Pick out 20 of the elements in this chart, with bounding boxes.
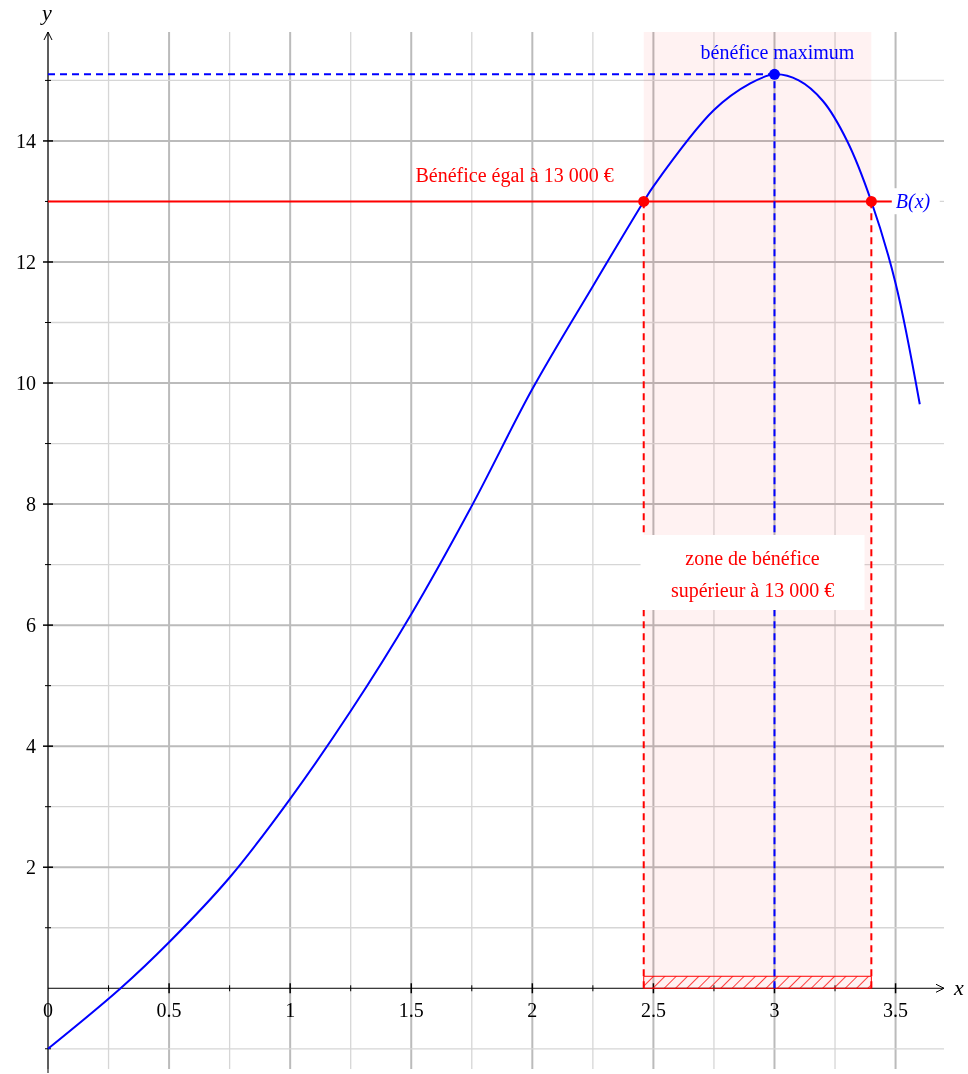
x-tick-label: 3 (769, 999, 780, 1022)
y-tick-label: 10 (16, 372, 36, 395)
x-tick-label: 3.5 (883, 999, 909, 1022)
annotation: bénéfice maximum (700, 41, 855, 64)
y-tick-label: 14 (16, 129, 36, 152)
x-tick-label: 2 (527, 999, 538, 1022)
x-tick-label: 1.5 (398, 999, 424, 1022)
y-tick-label: 4 (26, 735, 36, 758)
x-tick-label: 2.5 (640, 999, 666, 1022)
band-label: zone de bénéfice supérieur à 13 000 € (670, 547, 835, 602)
y-tick-label: 2 (26, 856, 36, 879)
y-tick-label: 12 (16, 250, 36, 273)
y-tick-label: 6 (26, 614, 36, 637)
y-axis-title: y (40, 0, 52, 25)
x-tick-label: 1 (285, 999, 296, 1022)
series-label: B(x) (895, 190, 931, 214)
x-axis-title: x (953, 975, 964, 1001)
ref-line-label: Bénéfice égal à 13 000 € (415, 164, 614, 188)
x-tick-label: 0.5 (156, 999, 182, 1022)
y-tick-label: 8 (26, 493, 36, 516)
